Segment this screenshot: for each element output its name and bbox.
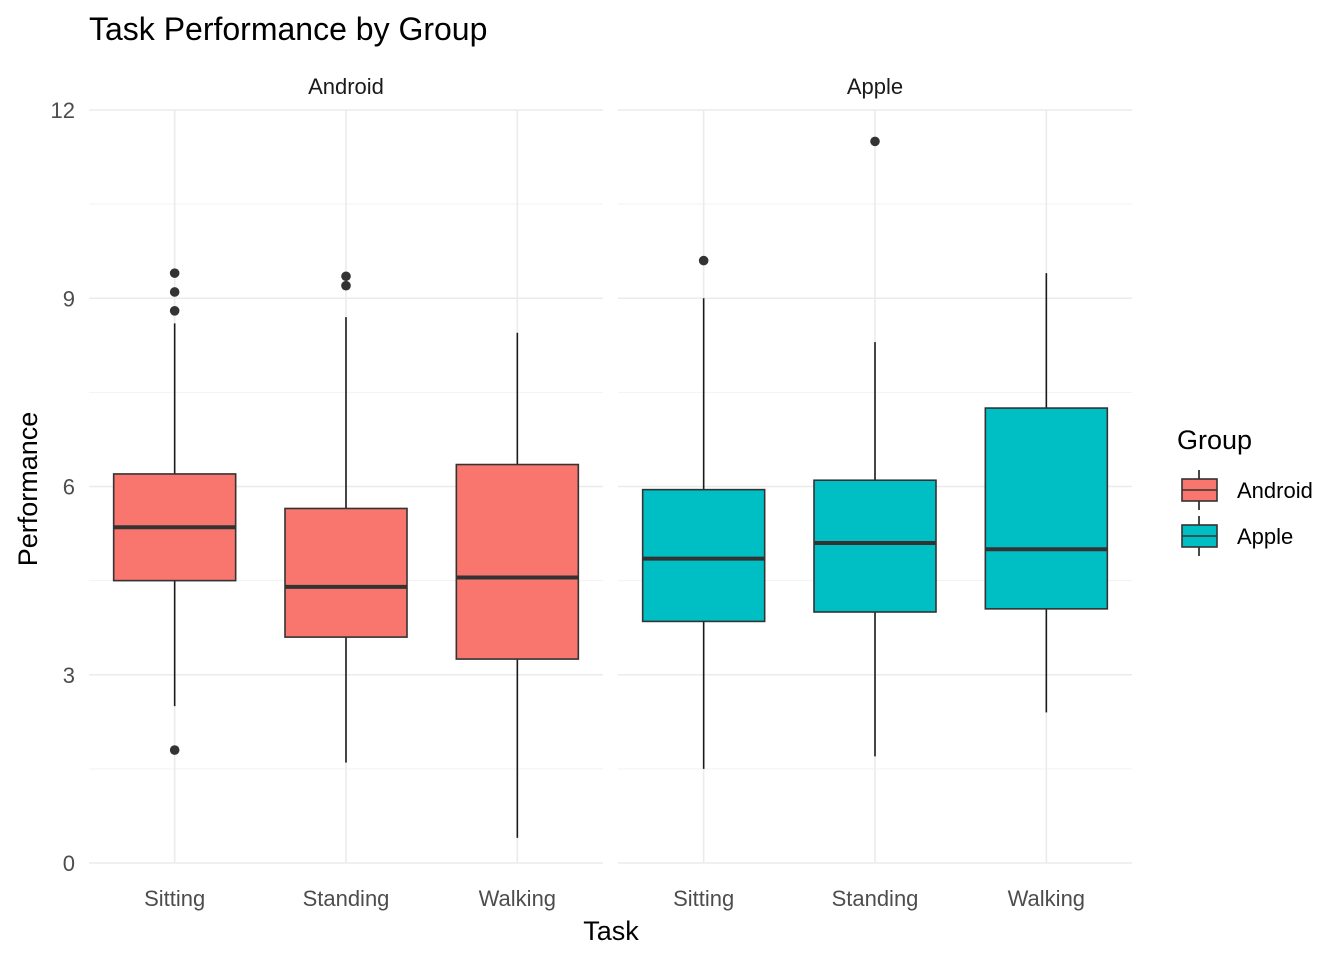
legend-entry-android: Android [1181,470,1313,510]
legend-title: Group [1177,425,1252,455]
box-standing [284,271,408,763]
legend-label: Android [1237,478,1313,503]
y-tick-label: 3 [63,663,75,688]
x-tick-label: Sitting [144,886,205,911]
chart-title: Task Performance by Group [89,11,487,47]
facet-panel-android: Android Sitting Standing Walking [89,74,603,911]
legend-label: Apple [1237,524,1293,549]
legend-entry-apple: Apple [1181,516,1293,556]
box-standing [813,136,937,757]
box-walking [984,273,1109,713]
x-tick-label: Walking [479,886,556,911]
outlier-point [169,745,180,755]
outlier-point [341,280,351,291]
x-tick-label: Sitting [673,886,734,911]
x-axis-title: Task [583,916,639,946]
outlier-point [870,136,880,147]
legend: Android Apple [1181,470,1313,556]
x-tick-label: Standing [832,886,919,911]
box-body [641,488,766,623]
y-tick-label: 12 [51,98,75,123]
outlier-point [698,255,709,266]
box-sitting [112,268,237,755]
y-tick-label: 9 [63,286,75,311]
y-tick-label: 6 [63,475,75,500]
outlier-point [169,268,180,278]
x-tick-label: Walking [1008,886,1085,911]
facet-strip-label: Android [308,74,384,99]
outlier-point [341,271,351,282]
facet-strip-label: Apple [847,74,903,99]
outlier-point [169,287,180,297]
y-tick-label: 0 [63,851,75,876]
y-axis-title: Performance [13,412,43,567]
box-walking [455,332,580,838]
box-body [455,463,580,660]
facet-panel-apple: Apple Sitting Standing Walking [618,74,1132,911]
box-body [284,507,408,638]
box-body [984,407,1109,610]
box-sitting [641,255,766,769]
outlier-point [169,306,180,316]
facets-layer: Android Sitting Standing Walking Apple Sittin… [51,74,1132,911]
box-body [813,479,937,613]
x-tick-label: Standing [303,886,390,911]
